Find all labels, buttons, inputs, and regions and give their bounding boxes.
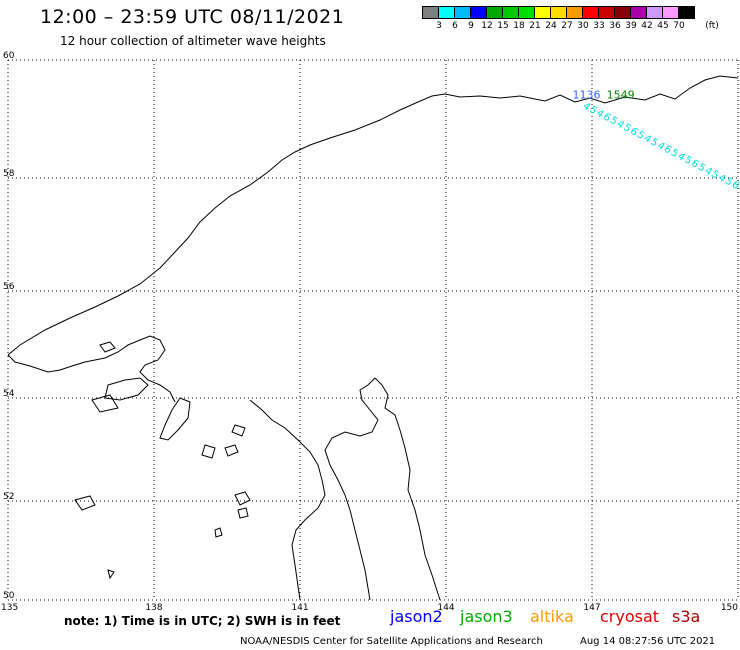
swh-value-label: 5 [635,129,647,142]
lon-tick-label: 150 [721,603,738,613]
coastline-segment [7,75,739,356]
legend-label: 42 [641,21,653,31]
coastline-segment [324,377,379,601]
lat-tick-label: 50 [3,591,15,601]
legend-label: 27 [561,21,573,31]
map-title: 12:00 – 23:59 UTC 08/11/2021 [40,6,345,28]
swh-value-label: 6 [628,126,640,139]
legend-label: 24 [545,21,557,31]
swh-color-legend: (ft) 3 6 9 12 15 18 21 24 27 30 33 36 39 42 45 70 [422,6,719,31]
legend-label: 45 [657,21,669,31]
swh-value-label: 4 [581,101,593,114]
footer-timestamp: Aug 14 08:27:56 UTC 2021 [580,636,716,647]
swh-value-label: 5 [709,169,721,182]
satellite-name: altika [530,607,574,626]
satellite-name: cryosat [600,607,660,626]
swh-value-label: 5 [648,137,660,150]
legend-label: 70 [673,21,685,31]
coastline-segment [249,399,326,601]
track-time-label: 1136 [573,88,601,101]
lon-tick-label: 144 [437,603,454,613]
swh-value-label: 4 [655,140,667,153]
swh-value-label: 5 [608,115,620,128]
swh-value-label: 6 [601,111,613,124]
coastline-segment [374,377,441,601]
swh-value-label: 4 [736,183,740,196]
lat-tick-label: 56 [3,282,15,292]
legend-label: 15 [497,21,509,31]
legend-swatches [422,6,695,19]
swh-value-label: 4 [594,108,606,121]
swh-value-label: 4 [614,119,626,132]
legend-label: 6 [452,21,458,31]
map-subtitle: 12 hour collection of altimeter wave hei… [60,34,326,48]
swh-value-label: 4 [675,151,687,164]
swh-value-label: 5 [669,147,681,160]
swh-value-label: 6 [662,144,674,157]
satellite-name: jason2 [390,607,443,626]
footer-credit: NOAA/NESDIS Center for Satellite Applica… [240,636,543,647]
swh-value-label: 5 [723,176,735,189]
lat-tick-label: 54 [3,389,15,399]
lat-tick-label: 58 [3,169,15,179]
legend-label: 33 [593,21,605,31]
lat-tick-label: 52 [3,492,14,502]
satellite-name: jason3 [460,607,513,626]
legend-label: 18 [513,21,525,31]
lon-tick-label: 138 [145,603,162,613]
lon-tick-label: 141 [291,603,308,613]
coastline-segment [231,424,246,437]
legend-swatch [678,6,695,19]
coastline-segment [237,507,249,519]
coastline-segment [107,569,115,580]
legend-label: 39 [625,21,637,31]
coastline-segment [234,491,251,506]
satellite-name: s3a [672,607,701,626]
legend-labels: (ft) 3 6 9 12 15 18 21 24 27 30 33 36 39 42 45 70 [422,19,719,31]
lon-tick-label: 135 [1,603,18,613]
swh-value-label: 4 [716,172,728,185]
track-time-label: 1549 [607,88,635,101]
coastline-segment [74,495,96,511]
legend-label: 9 [468,21,474,31]
swh-value-label: 5 [621,122,633,135]
lat-lon-grid [7,59,739,601]
track-time-labels: 1136 1549 [573,88,635,101]
legend-label: 30 [577,21,589,31]
coastline-segment [159,397,191,441]
swh-value-label: 4 [702,165,714,178]
coastline-segment [224,444,239,457]
swh-value-label: 6 [689,158,701,171]
coastline-segment [214,527,223,538]
coastline [7,75,739,601]
lon-tick-label: 147 [583,603,600,613]
swh-value-label: 5 [682,155,694,168]
swh-value-label: 4 [641,133,653,146]
coastline-segment [201,444,216,459]
swh-value-label: 5 [696,162,708,175]
coastline-segment [99,341,116,353]
legend-label: 12 [481,21,493,31]
coastline-segment [7,335,176,403]
swh-value-label: 6 [730,179,740,192]
footer-note: note: 1) Time is in UTC; 2) SWH is in fe… [64,614,341,628]
coastline-segment [91,394,119,413]
legend-label: 3 [436,21,442,31]
coastline-segment [104,377,149,401]
lat-tick-label: 60 [3,51,15,61]
legend-label: 21 [529,21,541,31]
swh-value-label: 5 [587,104,599,117]
legend-label: 36 [609,21,621,31]
legend-unit: (ft) [705,21,719,31]
